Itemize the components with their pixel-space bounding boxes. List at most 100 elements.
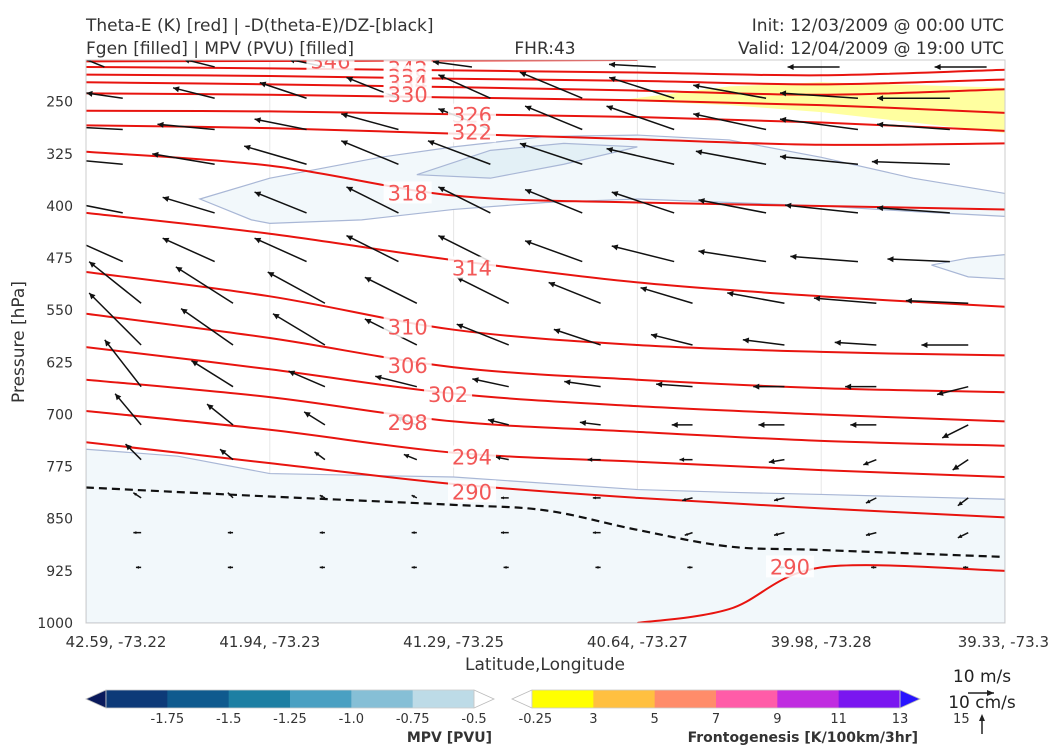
colorbar-tick-label: 3 <box>589 712 597 727</box>
wind-legend-horizontal-arrowhead <box>987 690 994 696</box>
theta-e-label: 290 <box>770 555 810 579</box>
colorbar-tick-label: -0.75 <box>396 712 430 727</box>
theta-e-label: 302 <box>428 383 468 407</box>
x-tick-label: 39.98, -73.28 <box>771 633 872 651</box>
wind-vector <box>611 191 675 214</box>
wind-vector <box>524 239 583 263</box>
theta-e-label-bg <box>383 410 432 433</box>
wind-vector-head <box>779 116 787 123</box>
theta-e-contour-290 <box>637 564 1005 623</box>
wind-vector-shaft <box>472 378 509 388</box>
wind-vector <box>877 205 950 214</box>
wind-vector-shaft <box>152 153 215 165</box>
wind-vector-head <box>963 565 967 569</box>
wind-vector-head <box>937 390 944 396</box>
wind-vector <box>314 451 326 461</box>
wind-vector-head <box>579 420 587 427</box>
wind-vector <box>877 121 950 131</box>
wind-vector <box>606 105 675 131</box>
colorbar-tick-label: -0.25 <box>519 712 553 727</box>
wind-vector-head <box>472 377 479 384</box>
y-tick-label: 925 <box>46 564 73 580</box>
wind-vector-head <box>364 277 372 283</box>
wind-vector <box>877 95 950 102</box>
colorbar-extend-low <box>85 689 107 709</box>
wind-vector <box>288 370 326 388</box>
wind-vector-head <box>611 191 619 197</box>
wind-vector-head <box>850 421 857 428</box>
wind-vector-head <box>887 256 894 263</box>
wind-vector <box>427 140 491 165</box>
wind-vector <box>656 381 693 388</box>
wind-vector-shaft <box>611 191 675 214</box>
wind-vector-shaft <box>698 250 767 263</box>
wind-vector-shaft <box>180 307 234 346</box>
wind-vector-shaft <box>611 245 675 263</box>
wind-vector-shaft <box>364 276 418 304</box>
wind-vector <box>905 297 969 305</box>
wind-vector-head <box>957 501 963 506</box>
wind-vector-head <box>76 240 83 245</box>
theta-e-label-bg <box>447 120 496 143</box>
mpv-colorbar-label: MPV [PVU] <box>407 730 492 746</box>
wind-vector <box>88 261 142 304</box>
wind-vector-shaft <box>272 313 326 346</box>
wind-vector-head <box>693 83 700 90</box>
wind-vector <box>834 339 877 346</box>
y-tick-label: 400 <box>46 199 73 215</box>
x-tick-label: 39.33, -73.3 <box>958 633 1049 651</box>
wind-vector-head <box>834 339 841 346</box>
wind-vector-head <box>698 198 705 204</box>
wind-vector <box>865 531 877 537</box>
wind-vector <box>579 420 601 427</box>
theta-e-label: 322 <box>452 120 492 144</box>
wind-vector-head <box>865 532 871 537</box>
theta-e-contour-314 <box>86 211 1005 308</box>
wind-vector-head <box>157 121 164 128</box>
wind-vector-head <box>254 237 262 244</box>
wind-vector-head <box>104 339 111 347</box>
theta-e-contour-342 <box>86 65 1005 77</box>
wind-vector <box>162 196 215 214</box>
wind-vector-shaft <box>693 84 767 99</box>
colorbar-tick-label: -1.0 <box>339 712 364 727</box>
wind-vector-shaft <box>606 147 675 165</box>
wind-vector-head <box>175 266 183 273</box>
theta-e-label-group: 314 <box>447 256 496 281</box>
wind-vector-head <box>438 235 446 241</box>
wind-vector <box>850 421 877 428</box>
wind-vector <box>487 418 509 426</box>
wind-vector-shaft <box>88 261 142 304</box>
wind-vector-head <box>564 379 571 386</box>
wind-vector-shaft <box>785 204 859 214</box>
wind-vector <box>172 86 215 99</box>
y-tick-label: 475 <box>46 251 73 267</box>
wind-vector <box>303 411 326 426</box>
wind-vector <box>206 403 234 426</box>
x-tick-label: 41.94, -73.23 <box>219 633 320 651</box>
colorbar-segment <box>716 690 778 708</box>
wind-vector-head <box>813 295 821 302</box>
wind-vector <box>768 458 785 465</box>
wind-vector <box>456 323 510 346</box>
wind-vector-head <box>456 323 464 330</box>
wind-vector-head <box>133 492 137 496</box>
wind-vector <box>845 383 877 390</box>
wind-vector <box>553 328 601 346</box>
wind-vector-head <box>608 61 616 68</box>
wind-vector-head <box>865 499 871 504</box>
wind-vector <box>503 565 509 569</box>
theta-e-contour-290 <box>86 441 1005 519</box>
wind-vector <box>779 154 859 166</box>
wind-legend-horizontal-label: 10 m/s <box>953 667 1011 687</box>
wind-vector-shaft <box>267 271 326 304</box>
theta-e-label-group: 346 <box>306 60 355 73</box>
theta-e-label-group: 318 <box>383 181 432 205</box>
wind-vector <box>375 374 418 388</box>
wind-vector-shaft <box>524 240 583 263</box>
x-axis-ticks: 42.59, -73.22 41.94, -73.23 41.29, -73.25 4… <box>66 633 1049 651</box>
colorbar-outline <box>105 689 475 709</box>
wind-vector-shaft <box>905 299 969 305</box>
wind-vector-shaft <box>877 123 950 131</box>
